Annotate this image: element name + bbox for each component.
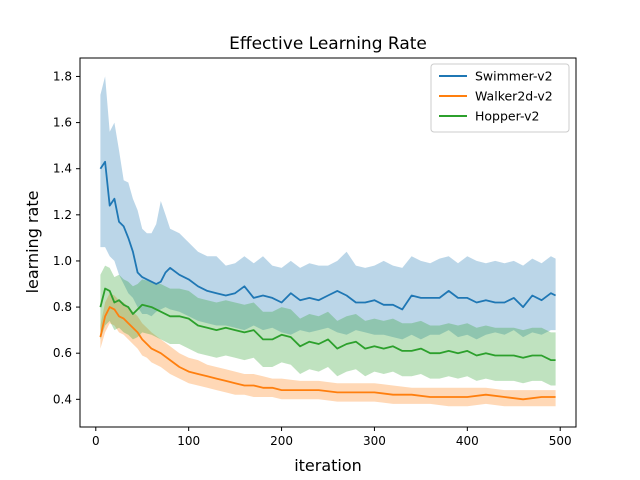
legend-label-hopper-v2: Hopper-v2	[475, 109, 539, 124]
line-hopper-v2	[99, 287, 556, 362]
y-tick-label: 1.0	[53, 254, 72, 268]
y-tick-label: 1.8	[53, 69, 72, 83]
chart-title: Effective Learning Rate	[229, 34, 427, 54]
y-tick-label: 0.4	[53, 392, 72, 406]
legend: Swimmer-v2 Walker2d-v2 Hopper-v2	[430, 63, 570, 133]
y-tick-label: 0.6	[53, 346, 72, 360]
x-axis-ticks: 0 100 200 300 400 500	[92, 427, 572, 448]
legend-label-walker2d-v2: Walker2d-v2	[475, 89, 553, 104]
band-swimmer-v2	[100, 76, 556, 340]
y-tick-label: 1.6	[53, 116, 72, 130]
y-tick-label: 1.2	[53, 208, 72, 222]
series-lines	[99, 160, 556, 401]
x-axis-label: iteration	[294, 456, 362, 475]
y-tick-label: 1.4	[53, 162, 72, 176]
plot-frame	[79, 57, 577, 428]
x-tick-label: 100	[177, 434, 200, 448]
y-tick-label: 0.8	[53, 300, 72, 314]
x-tick-label: 300	[363, 434, 386, 448]
band-hopper-v2	[100, 265, 556, 386]
y-axis-label: learning rate	[23, 191, 42, 294]
line-swimmer-v2	[99, 160, 556, 311]
x-tick-label: 500	[549, 434, 572, 448]
legend-label-swimmer-v2: Swimmer-v2	[475, 69, 553, 84]
x-tick-label: 200	[270, 434, 293, 448]
y-axis-ticks: 0.4 0.6 0.8 1.0 1.2 1.4 1.6 1.8	[53, 69, 80, 406]
x-tick-label: 400	[456, 434, 479, 448]
line-walker2d-v2	[99, 306, 556, 401]
x-tick-label: 0	[92, 434, 100, 448]
